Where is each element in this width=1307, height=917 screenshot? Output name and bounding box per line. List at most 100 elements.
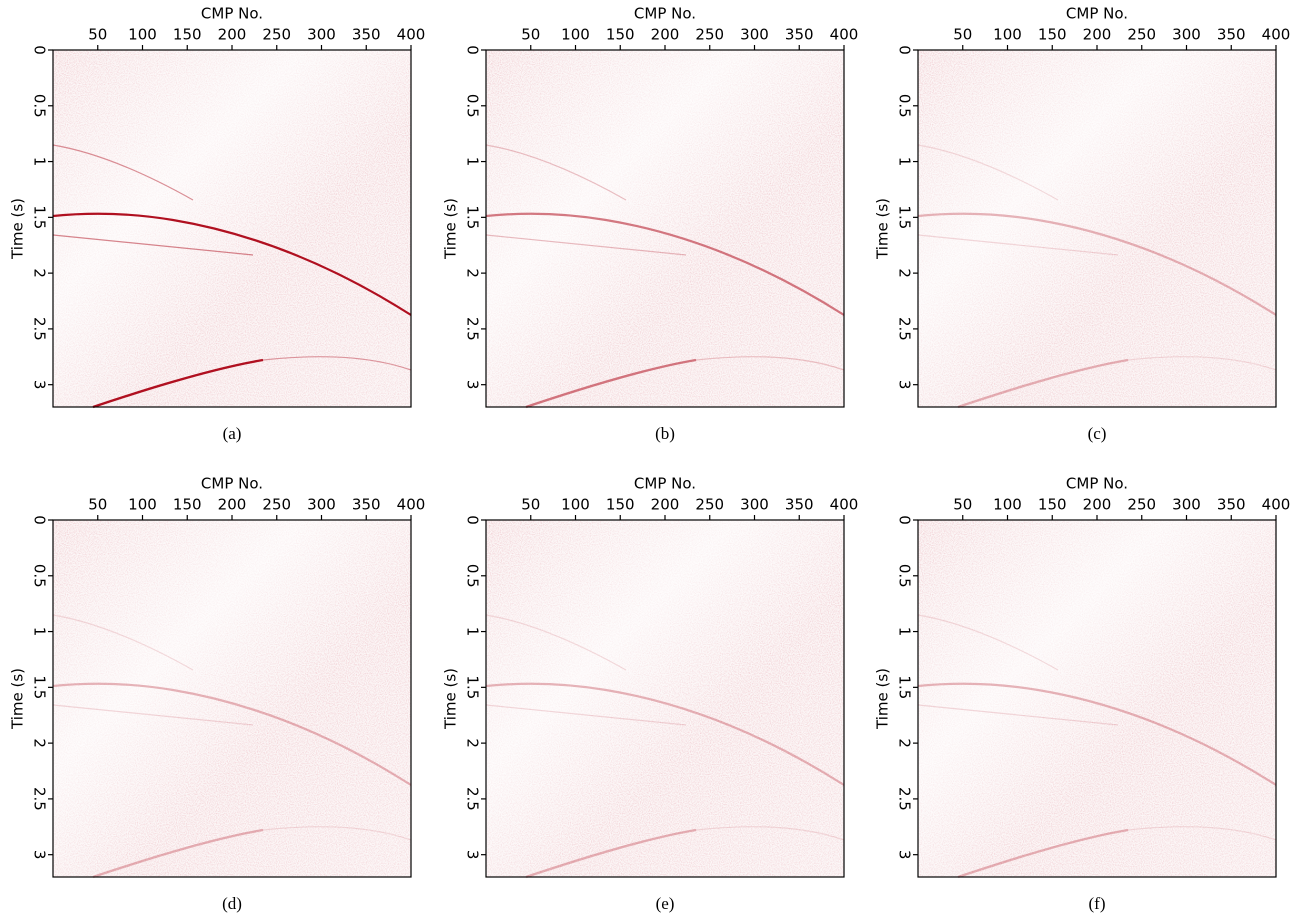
panel-caption: (f)	[1089, 894, 1106, 913]
reflection-event	[52, 212, 412, 316]
y-tick-label: 0	[31, 45, 49, 55]
panel: CMP No. 50 100 150 200 250 300 350 400 Time (s) 0 0…	[442, 5, 859, 443]
reflection-event	[695, 826, 845, 841]
x-tick-label: 50	[953, 26, 972, 44]
reflection-event	[957, 828, 1129, 879]
x-tick-label: 100	[128, 26, 157, 44]
y-tick-label: 3	[464, 380, 482, 390]
x-tick-label: 400	[1262, 26, 1291, 44]
y-tick-label: 2.5	[896, 317, 914, 341]
x-tick-label: 100	[561, 26, 590, 44]
reflection-event	[92, 358, 264, 409]
reflection-event	[957, 358, 1129, 409]
y-axis-title: Time (s)	[874, 198, 892, 260]
x-tick-label: 300	[740, 496, 769, 514]
y-axis-title: Time (s)	[9, 668, 27, 730]
reflection-event	[695, 356, 845, 371]
panel-caption: (a)	[223, 424, 242, 443]
y-tick-label: 2.5	[896, 787, 914, 811]
y-tick-label: 0.5	[31, 564, 49, 588]
x-tick-label: 300	[307, 26, 336, 44]
y-tick-label: 0	[896, 515, 914, 525]
panel: CMP No. 50 100 150 200 250 300 350 400 Time (s) 0 0…	[874, 5, 1291, 443]
reflection-event	[485, 704, 687, 726]
y-tick-label: 0	[896, 45, 914, 55]
panel-caption: (c)	[1088, 424, 1107, 443]
x-tick-label: 250	[262, 26, 291, 44]
x-tick-label: 200	[651, 26, 680, 44]
y-tick-label: 0.5	[896, 94, 914, 118]
x-tick-label: 100	[993, 496, 1022, 514]
y-tick-label: 3	[31, 380, 49, 390]
panel: CMP No. 50 100 150 200 250 300 350 400 Time (s) 0 0…	[9, 475, 426, 913]
reflection-event	[917, 614, 1059, 671]
y-tick-label: 0.5	[896, 564, 914, 588]
y-axis-title: Time (s)	[442, 198, 460, 260]
x-tick-label: 150	[1038, 26, 1067, 44]
x-tick-label: 350	[1217, 496, 1246, 514]
reflection-event	[92, 828, 264, 879]
x-tick-label: 150	[606, 496, 635, 514]
x-tick-label: 350	[1217, 26, 1246, 44]
y-tick-label: 2.5	[31, 787, 49, 811]
x-tick-label: 50	[953, 496, 972, 514]
y-tick-label: 1.5	[31, 675, 49, 699]
x-tick-label: 150	[173, 26, 202, 44]
x-tick-label: 200	[1083, 26, 1112, 44]
x-axis-title: CMP No.	[1066, 475, 1128, 493]
x-tick-label: 350	[352, 26, 381, 44]
y-tick-label: 0.5	[31, 94, 49, 118]
x-tick-label: 200	[1083, 496, 1112, 514]
x-tick-label: 100	[128, 496, 157, 514]
x-tick-label: 50	[521, 26, 540, 44]
x-tick-label: 200	[218, 26, 247, 44]
y-tick-label: 2	[896, 738, 914, 748]
x-tick-label: 350	[785, 26, 814, 44]
y-tick-label: 3	[464, 850, 482, 860]
x-tick-label: 250	[695, 496, 724, 514]
y-tick-label: 2.5	[31, 317, 49, 341]
x-tick-label: 400	[397, 496, 426, 514]
y-tick-label: 0	[464, 515, 482, 525]
reflection-event	[917, 144, 1059, 201]
x-tick-label: 50	[88, 496, 107, 514]
reflection-event	[485, 212, 845, 316]
reflection-event	[262, 356, 412, 371]
x-tick-label: 250	[1127, 26, 1156, 44]
x-axis-title: CMP No.	[634, 475, 696, 493]
y-tick-label: 1	[464, 157, 482, 167]
reflection-event	[917, 682, 1277, 786]
image-fade	[918, 520, 1276, 877]
reflection-event	[917, 234, 1119, 256]
y-tick-label: 0	[464, 45, 482, 55]
reflection-event	[525, 358, 697, 409]
reflection-event	[917, 704, 1119, 726]
y-tick-label: 1.5	[896, 675, 914, 699]
y-tick-label: 1	[31, 157, 49, 167]
y-tick-label: 3	[896, 850, 914, 860]
y-tick-label: 1	[896, 157, 914, 167]
x-tick-label: 300	[307, 496, 336, 514]
x-axis-title: CMP No.	[201, 475, 263, 493]
panel: CMP No. 50 100 150 200 250 300 350 400 Time (s) 0 0…	[9, 5, 426, 443]
reflection-event	[52, 704, 254, 726]
y-tick-label: 2	[31, 268, 49, 278]
x-tick-label: 250	[1127, 496, 1156, 514]
y-axis-title: Time (s)	[9, 198, 27, 260]
x-tick-label: 50	[521, 496, 540, 514]
y-tick-label: 1.5	[464, 205, 482, 229]
panel-caption: (e)	[656, 894, 675, 913]
x-tick-label: 350	[785, 496, 814, 514]
reflection-event	[917, 212, 1277, 316]
y-axis-title: Time (s)	[874, 668, 892, 730]
y-tick-label: 2	[464, 268, 482, 278]
reflection-event	[525, 828, 697, 879]
x-tick-label: 400	[1262, 496, 1291, 514]
image-fade	[53, 50, 411, 407]
x-tick-label: 150	[173, 496, 202, 514]
image-fade	[486, 50, 844, 407]
y-tick-label: 2	[896, 268, 914, 278]
reflection-event	[485, 682, 845, 786]
y-tick-label: 3	[896, 380, 914, 390]
y-tick-label: 3	[31, 850, 49, 860]
